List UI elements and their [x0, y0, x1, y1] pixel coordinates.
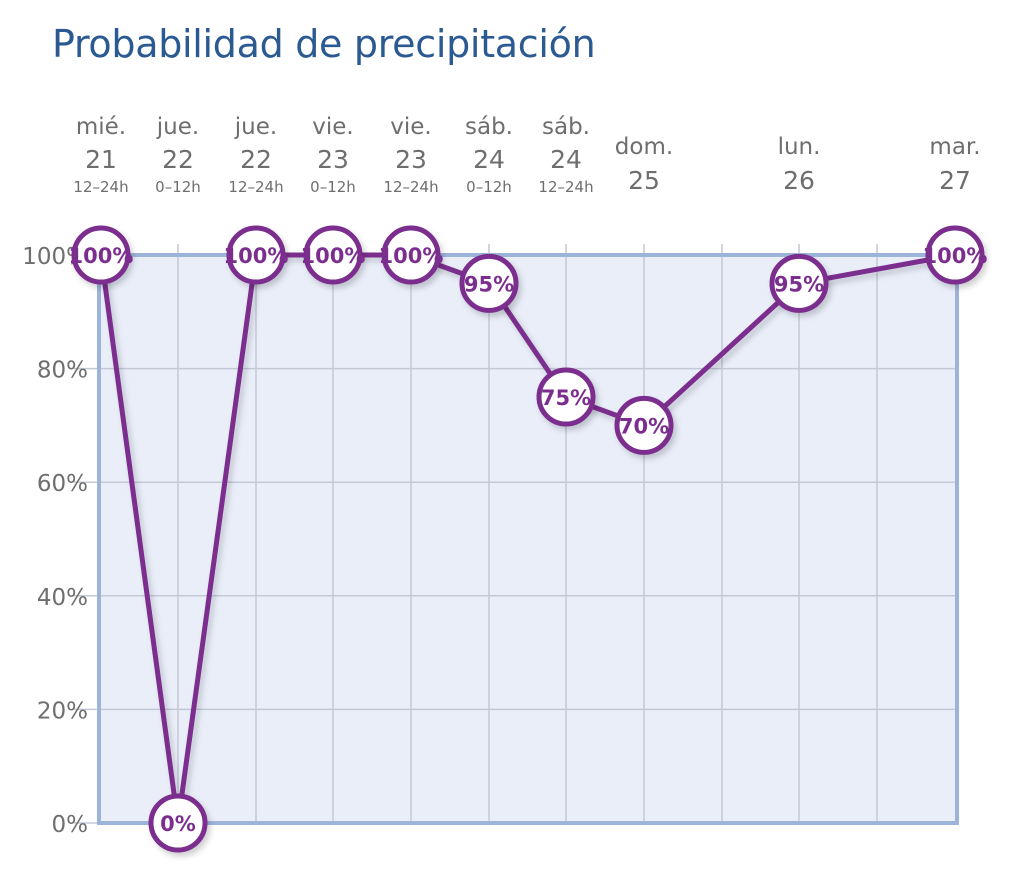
data-label: 100% — [379, 244, 444, 268]
data-point — [148, 793, 208, 853]
data-point — [303, 225, 363, 285]
x-tick-range-label: 0–12h — [466, 178, 512, 196]
plot-border — [97, 253, 959, 825]
data-label: 0% — [160, 812, 196, 836]
x-tick-date-label: 27 — [939, 166, 971, 195]
x-tick-range-label: 12–24h — [538, 178, 593, 196]
data-label: 70% — [619, 414, 669, 438]
y-tick-label: 0% — [52, 812, 89, 838]
data-point — [459, 253, 519, 313]
x-tick-date-label: 23 — [317, 145, 349, 174]
x-tick-date-label: 24 — [473, 145, 505, 174]
x-tick-day-label: dom. — [615, 134, 673, 160]
data-point — [381, 225, 441, 285]
x-tick-date-label: 22 — [162, 145, 194, 174]
x-tick-day-label: sáb. — [542, 114, 590, 140]
data-point — [925, 225, 985, 285]
x-tick-date-label: 25 — [628, 166, 660, 195]
data-label: 100% — [224, 244, 289, 268]
data-points: 100% 0% 100% 100% 100% 95% 75% 70% 95% 100% — [69, 225, 988, 853]
x-tick-range-label: 12–24h — [228, 178, 283, 196]
data-point — [536, 367, 596, 427]
y-tick-label: 40% — [37, 585, 88, 611]
x-tick-day-label: jue. — [234, 114, 277, 140]
x-tick-day-label: mar. — [929, 134, 980, 160]
y-tick-label: 80% — [37, 358, 88, 384]
data-point — [614, 395, 674, 455]
data-label: 100% — [923, 244, 988, 268]
data-label: 75% — [541, 386, 591, 410]
x-tick-range-label: 12–24h — [383, 178, 438, 196]
x-tick-day-label: sáb. — [465, 114, 513, 140]
chart-title: Probabilidad de precipitación — [52, 22, 596, 66]
x-tick-date-label: 26 — [783, 166, 815, 195]
x-tick-day-label: jue. — [156, 114, 199, 140]
data-point — [226, 225, 286, 285]
x-tick-day-label: vie. — [390, 114, 431, 140]
x-tick-date-label: 23 — [395, 145, 427, 174]
grid-lines — [74, 244, 959, 825]
x-tick-day-label: vie. — [312, 114, 353, 140]
x-axis: mié. 21 12–24h jue. 22 0–12h jue. 22 12–24h vie. 2… — [73, 114, 980, 196]
data-label: 95% — [464, 272, 514, 296]
data-label: 100% — [69, 244, 134, 268]
y-tick-label: 20% — [37, 698, 88, 724]
data-point — [769, 253, 829, 313]
x-tick-range-label: 0–12h — [310, 178, 356, 196]
x-tick-range-label: 0–12h — [155, 178, 201, 196]
series-line — [98, 252, 956, 826]
x-tick-date-label: 22 — [240, 145, 272, 174]
data-label: 100% — [301, 244, 366, 268]
x-tick-range-label: 12–24h — [73, 178, 128, 196]
x-tick-date-label: 24 — [550, 145, 582, 174]
data-label: 95% — [774, 272, 824, 296]
data-point — [71, 225, 131, 285]
x-tick-day-label: mié. — [76, 114, 126, 140]
x-tick-date-label: 21 — [85, 145, 117, 174]
x-tick-day-label: lun. — [778, 134, 821, 160]
y-axis: 0%20%40%60%80%100% — [22, 244, 88, 838]
series-line-path — [98, 252, 956, 826]
y-tick-label: 60% — [37, 471, 88, 497]
